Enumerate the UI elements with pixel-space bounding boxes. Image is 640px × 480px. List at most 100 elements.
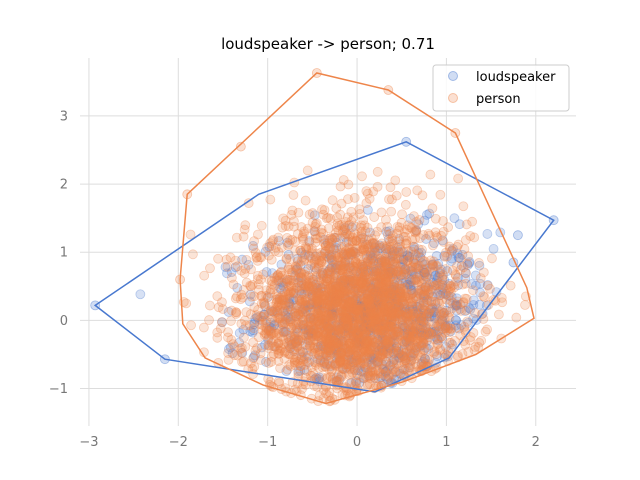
data-point-person: [374, 296, 385, 307]
data-point-loudspeaker: [428, 307, 439, 318]
data-point-loudspeaker: [353, 328, 363, 339]
data-point-person: [328, 303, 338, 314]
data-point-loudspeaker: [300, 281, 311, 292]
data-point-loudspeaker: [419, 353, 430, 364]
data-point-loudspeaker: [426, 303, 436, 314]
data-point-person: [325, 213, 336, 224]
data-point-loudspeaker: [356, 336, 367, 347]
data-point-loudspeaker: [280, 300, 291, 311]
data-point-loudspeaker: [358, 322, 369, 333]
data-point-loudspeaker: [293, 335, 304, 346]
data-point-loudspeaker: [418, 289, 429, 300]
data-point-loudspeaker: [343, 252, 354, 263]
data-point-loudspeaker: [232, 282, 243, 293]
data-point-loudspeaker: [406, 269, 417, 280]
data-point-loudspeaker: [263, 325, 274, 336]
data-point-loudspeaker: [285, 304, 296, 315]
data-point-loudspeaker: [406, 284, 417, 295]
data-point-loudspeaker: [250, 314, 261, 324]
data-point-loudspeaker: [346, 249, 356, 259]
data-point-loudspeaker: [352, 342, 363, 353]
data-point-loudspeaker: [302, 286, 313, 296]
data-point-person: [370, 230, 380, 241]
data-point-loudspeaker: [446, 292, 457, 302]
data-point-person: [450, 269, 461, 280]
data-point-person: [394, 241, 405, 252]
data-point-person: [375, 327, 385, 338]
data-point-person: [401, 187, 412, 197]
data-point-loudspeaker: [327, 312, 338, 323]
data-point-loudspeaker: [352, 293, 363, 304]
data-point-person: [290, 302, 301, 313]
data-point-loudspeaker: [284, 298, 295, 309]
data-point-loudspeaker: [332, 294, 343, 305]
data-point-loudspeaker: [328, 304, 339, 314]
data-point-loudspeaker: [399, 298, 409, 309]
data-point-loudspeaker: [366, 293, 377, 304]
data-point-loudspeaker: [394, 286, 405, 297]
data-point-person: [444, 307, 455, 317]
data-point-loudspeaker: [348, 332, 359, 343]
data-point-loudspeaker: [274, 294, 285, 305]
data-point-loudspeaker: [281, 326, 291, 337]
data-point-loudspeaker: [368, 303, 379, 313]
data-point-loudspeaker: [365, 279, 376, 290]
data-point-loudspeaker: [330, 325, 341, 336]
data-point-person: [304, 277, 315, 288]
data-point-loudspeaker: [381, 248, 392, 259]
data-point-loudspeaker: [316, 283, 326, 294]
data-point-person: [287, 205, 298, 216]
data-point-loudspeaker: [468, 300, 479, 310]
data-point-person: [386, 245, 397, 255]
data-point-loudspeaker: [326, 262, 337, 273]
data-point-person: [366, 239, 377, 249]
data-point-loudspeaker: [344, 314, 355, 325]
data-point-loudspeaker: [426, 327, 437, 338]
data-point-loudspeaker: [295, 309, 306, 320]
data-point-loudspeaker: [278, 281, 289, 291]
data-point-loudspeaker: [330, 333, 341, 343]
data-point-loudspeaker: [317, 298, 328, 309]
data-point-loudspeaker: [405, 265, 416, 276]
data-point-loudspeaker: [451, 293, 462, 304]
data-point-loudspeaker: [272, 307, 283, 317]
data-point-loudspeaker: [362, 353, 373, 363]
data-point-loudspeaker: [397, 278, 407, 289]
series-loudspeaker-points: [90, 136, 559, 389]
data-point-person: [448, 280, 459, 291]
data-point-person: [467, 216, 478, 227]
data-point-person: [216, 317, 227, 327]
data-point-loudspeaker: [331, 263, 341, 273]
data-point-loudspeaker: [345, 262, 355, 272]
data-point-loudspeaker: [260, 301, 271, 311]
data-point-loudspeaker: [378, 323, 389, 334]
data-point-person: [311, 254, 322, 265]
data-point-person: [487, 253, 497, 264]
data-point-loudspeaker: [427, 259, 438, 270]
data-point-person: [391, 228, 402, 239]
data-point-loudspeaker: [354, 340, 365, 351]
data-point-loudspeaker: [385, 293, 396, 303]
data-point-person: [419, 256, 430, 266]
data-point-person: [309, 324, 319, 335]
data-point-loudspeaker: [380, 366, 391, 377]
data-point-loudspeaker: [383, 302, 394, 313]
data-point-loudspeaker: [384, 348, 394, 359]
data-point-loudspeaker: [444, 298, 455, 309]
data-point-loudspeaker: [295, 365, 306, 376]
data-point-loudspeaker: [327, 305, 338, 316]
data-point-loudspeaker: [384, 312, 394, 323]
data-point-loudspeaker: [346, 311, 356, 322]
data-point-person: [256, 220, 267, 231]
data-point-loudspeaker: [360, 313, 370, 324]
data-point-loudspeaker: [331, 345, 341, 356]
data-point-loudspeaker: [338, 323, 349, 334]
data-point-loudspeaker: [331, 372, 342, 383]
data-point-person: [240, 341, 251, 352]
data-point-person: [345, 338, 355, 349]
data-point-loudspeaker: [323, 266, 333, 277]
data-point-loudspeaker: [315, 341, 326, 351]
data-point-loudspeaker: [400, 353, 410, 364]
data-point-loudspeaker: [408, 348, 419, 359]
data-point-loudspeaker: [319, 314, 330, 325]
